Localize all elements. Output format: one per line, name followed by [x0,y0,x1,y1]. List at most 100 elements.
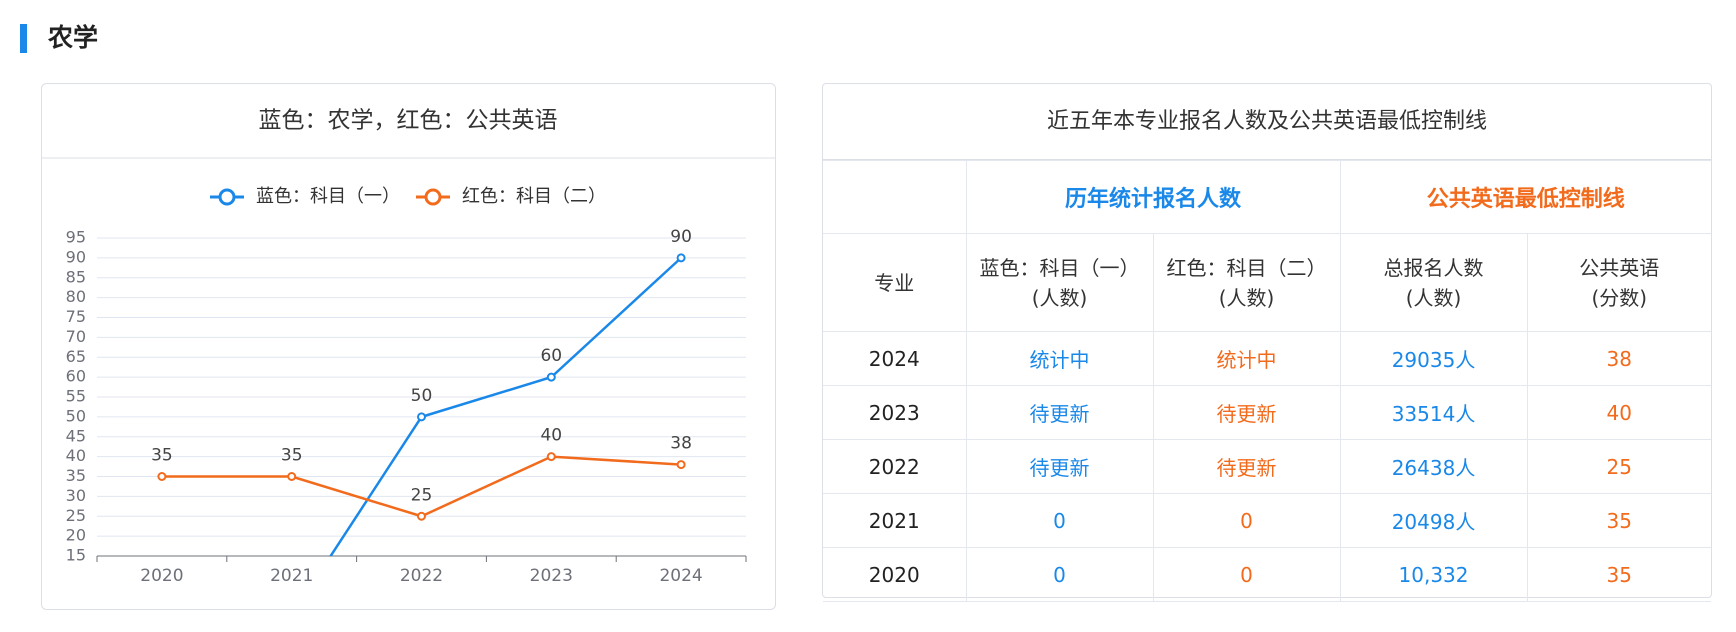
cell: 2021 [823,493,967,548]
header-line: 总报名人数 [1383,255,1484,280]
cell: 40 [1526,385,1711,440]
cell: 29035人 [1339,331,1528,386]
cell: 0 [1152,547,1341,602]
cell: 33514人 [1339,385,1528,440]
cell: 2024 [823,331,967,386]
chart-panel: 农学 蓝色：农学，红色：公共英语 15202530354045505560657… [20,23,776,619]
legend-label: 红色：科目（二） [462,186,606,207]
x-tick-label: 2020 [140,566,183,586]
cell: 0 [965,547,1154,602]
group-header: 公共英语最低控制线 [1339,160,1711,234]
column-header: 红色：科目（二） (人数) [1152,233,1341,332]
data-label: 25 [411,485,433,505]
y-tick-label: 40 [66,446,86,465]
data-label: 90 [670,227,692,247]
data-row: 2023 待更新 待更新 33514人 40 [823,385,1711,440]
data-label: 35 [281,446,303,466]
point [157,472,167,481]
point [288,612,295,619]
cell: 统计中 [965,331,1154,386]
data-label: 60 [540,346,562,366]
header-line: 公共英语 [1579,255,1660,280]
y-tick-label: 80 [66,287,86,306]
data-label: 40 [540,426,562,446]
y-tick-label: 55 [66,387,86,406]
header-line: (人数) [1031,285,1088,310]
y-tick-label: 15 [66,546,86,565]
data-label: 35 [151,446,173,466]
y-tick-label: 30 [66,486,86,505]
y-tick-label: 20 [66,526,86,545]
cell: 38 [1526,331,1711,386]
header-line: 专业 [874,270,915,295]
data-row: 2024 统计中 统计中 29035人 38 [823,331,1711,386]
cell: 0 [1152,493,1341,548]
empty-cell [823,160,967,234]
series [157,452,686,521]
cell: 待更新 [1152,385,1341,440]
point [676,460,686,470]
point [417,412,426,422]
y-tick-label: 60 [66,367,86,386]
table-card: 近五年本专业报名人数及公共英语最低控制线 历年统计报名人数 公共英语最低控制线专业… [822,83,1712,602]
point [158,612,165,619]
x-tick-label: 2023 [530,566,573,586]
table-title: 近五年本专业报名人数及公共英语最低控制线 [823,84,1711,160]
chart-card [41,83,776,610]
y-tick-label: 65 [66,347,86,366]
x-tick-label: 2022 [400,566,443,586]
point [676,253,686,263]
cell: 35 [1526,547,1711,602]
section-title: 农学 [47,23,98,52]
data-row: 2020 0 0 10,332 35 [823,547,1711,602]
header-line: (人数) [1218,285,1275,310]
chart-title: 蓝色：农学，红色：公共英语 [259,108,558,134]
column-header: 公共英语 (分数) [1526,233,1711,332]
cell: 0 [965,493,1154,548]
group-header: 历年统计报名人数 [965,160,1341,234]
cell: 待更新 [965,385,1154,440]
data-row: 2022 待更新 待更新 26438人 25 [823,439,1711,494]
section-marker [20,24,27,53]
data-label: 50 [411,386,433,406]
header-line: (人数) [1405,285,1462,310]
series [158,253,686,619]
legend-marker [424,188,442,206]
x-tick-label: 2021 [270,566,313,586]
cell: 统计中 [1152,331,1341,386]
cell: 10,332 [1339,547,1528,602]
column-header: 蓝色：科目（一） (人数) [965,233,1154,332]
point [546,452,556,462]
cell: 20498人 [1339,493,1528,548]
y-tick-label: 70 [66,327,86,346]
y-tick-label: 75 [66,307,86,326]
x-tick-label: 2024 [659,566,702,586]
y-tick-label: 25 [66,506,86,525]
point [287,472,297,481]
cell: 2022 [823,439,967,494]
y-tick-label: 45 [66,426,86,445]
header-row: 专业 蓝色：科目（一） (人数) 红色：科目（二） (人数) 总报名人数 (人数) 公共英语 (… [823,233,1711,332]
group-row: 历年统计报名人数 公共英语最低控制线 [823,160,1711,234]
point [417,511,426,521]
cell: 待更新 [1152,439,1341,494]
header-line: 蓝色：科目（一） [979,255,1140,280]
point [546,372,556,382]
cell: 25 [1526,439,1711,494]
table: 历年统计报名人数 公共英语最低控制线 专业 蓝色：科目（一） (人数) 红色：科目（二） (… [823,160,1711,602]
column-header: 总报名人数 (人数) [1339,233,1528,332]
legend-label: 蓝色：科目（一） [256,186,400,207]
data-row: 2021 0 0 20498人 35 [823,493,1711,548]
y-tick-label: 95 [66,228,86,247]
y-tick-label: 35 [66,466,86,485]
column-header: 专业 [823,233,967,332]
cell: 2020 [823,547,967,602]
cell: 26438人 [1339,439,1528,494]
data-label: 38 [670,434,692,454]
y-tick-label: 50 [66,406,86,425]
cell: 2023 [823,385,967,440]
cell: 35 [1526,493,1711,548]
header-line: (分数) [1591,285,1648,310]
y-tick-label: 85 [66,267,86,286]
